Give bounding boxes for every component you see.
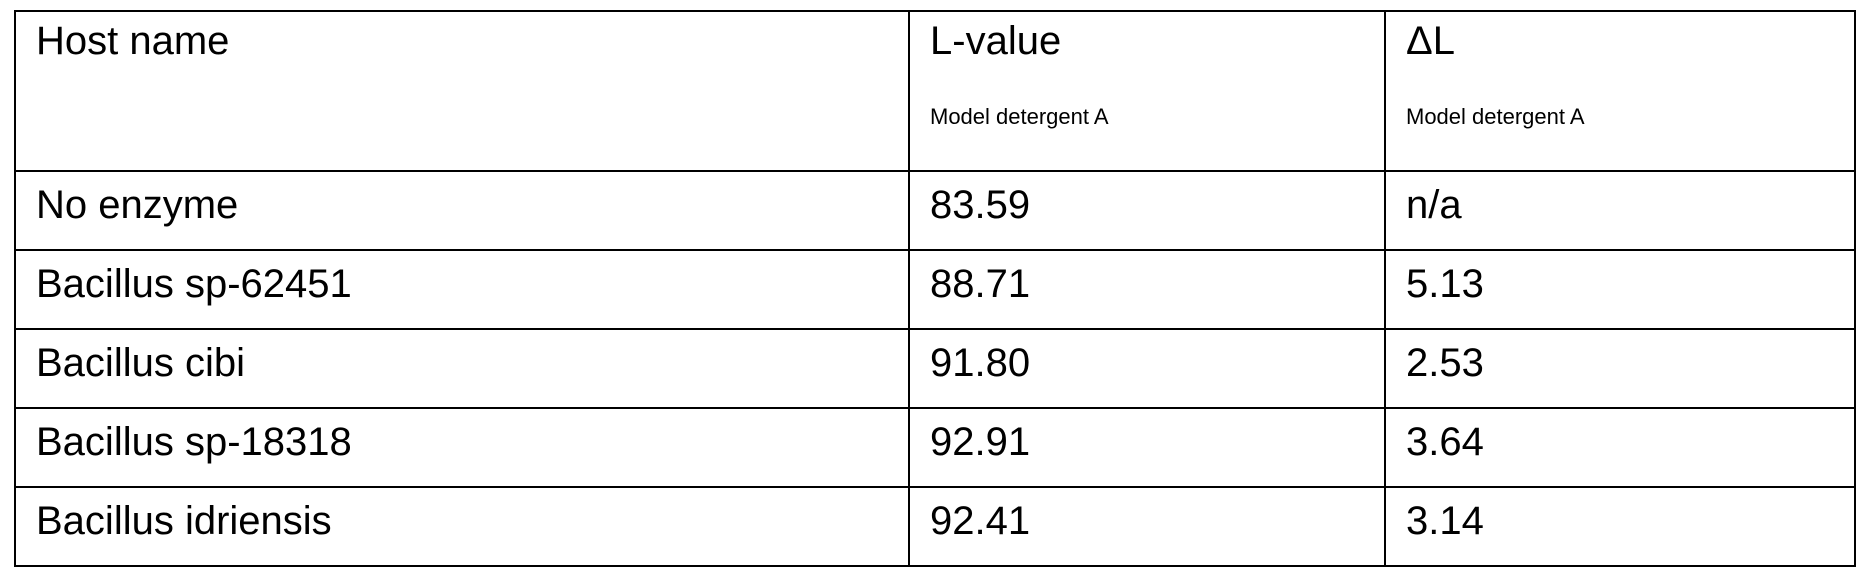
header-cell-host-name: Host name — [15, 11, 909, 171]
cell-value: No enzyme — [36, 183, 238, 227]
table-row: Bacillus cibi 91.80 2.53 — [15, 329, 1855, 408]
header-sublabel: Model detergent A — [1406, 104, 1834, 130]
results-table: Host name L-value Model detergent A ΔL M… — [14, 10, 1856, 567]
delta-l-cell: 2.53 — [1385, 329, 1855, 408]
delta-l-cell: 5.13 — [1385, 250, 1855, 329]
cell-value: Bacillus sp-18318 — [36, 420, 352, 464]
header-cell-l-value: L-value Model detergent A — [909, 11, 1385, 171]
table-row: Bacillus sp-18318 92.91 3.64 — [15, 408, 1855, 487]
host-name-cell: No enzyme — [15, 171, 909, 250]
cell-value: 2.53 — [1406, 341, 1484, 385]
cell-value: 5.13 — [1406, 262, 1484, 306]
cell-value: Bacillus idriensis — [36, 499, 332, 543]
host-name-cell: Bacillus idriensis — [15, 487, 909, 566]
header-label: L-value — [930, 18, 1364, 64]
cell-value: 83.59 — [930, 183, 1030, 227]
l-value-cell: 91.80 — [909, 329, 1385, 408]
l-value-cell: 92.41 — [909, 487, 1385, 566]
delta-l-cell: 3.14 — [1385, 487, 1855, 566]
cell-value: 3.64 — [1406, 420, 1484, 464]
cell-value: Bacillus sp-62451 — [36, 262, 352, 306]
table-row: Bacillus sp-62451 88.71 5.13 — [15, 250, 1855, 329]
cell-value: 91.80 — [930, 341, 1030, 385]
data-table-container: Host name L-value Model detergent A ΔL M… — [14, 10, 1856, 567]
header-cell-delta-l: ΔL Model detergent A — [1385, 11, 1855, 171]
host-name-cell: Bacillus sp-18318 — [15, 408, 909, 487]
host-name-cell: Bacillus cibi — [15, 329, 909, 408]
table-row: No enzyme 83.59 n/a — [15, 171, 1855, 250]
header-label: ΔL — [1406, 18, 1834, 64]
table-header-row: Host name L-value Model detergent A ΔL M… — [15, 11, 1855, 171]
cell-value: n/a — [1406, 183, 1462, 227]
cell-value: 88.71 — [930, 262, 1030, 306]
cell-value: 92.91 — [930, 420, 1030, 464]
l-value-cell: 88.71 — [909, 250, 1385, 329]
host-name-cell: Bacillus sp-62451 — [15, 250, 909, 329]
cell-value: 3.14 — [1406, 499, 1484, 543]
l-value-cell: 92.91 — [909, 408, 1385, 487]
delta-l-cell: n/a — [1385, 171, 1855, 250]
l-value-cell: 83.59 — [909, 171, 1385, 250]
cell-value: 92.41 — [930, 499, 1030, 543]
header-label: Host name — [36, 18, 888, 64]
header-sublabel: Model detergent A — [930, 104, 1364, 130]
cell-value: Bacillus cibi — [36, 341, 245, 385]
table-row: Bacillus idriensis 92.41 3.14 — [15, 487, 1855, 566]
delta-l-cell: 3.64 — [1385, 408, 1855, 487]
